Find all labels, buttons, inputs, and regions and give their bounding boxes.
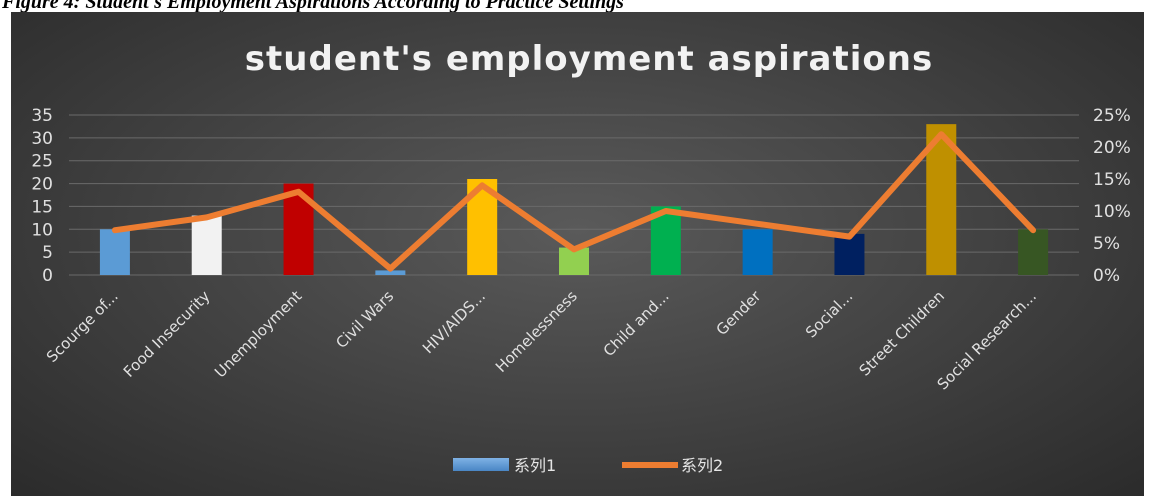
right-axis-tick-label: 5%	[1093, 234, 1120, 254]
left-axis-tick-label: 20	[31, 175, 53, 195]
left-axis-tick-label: 15	[31, 197, 53, 217]
left-axis-tick-label: 30	[31, 129, 53, 149]
bar	[99, 229, 130, 275]
right-axis-tick-label: 0%	[1093, 266, 1120, 286]
series-line	[111, 131, 1037, 272]
combo-chart: student's employment aspirations 0510152…	[31, 39, 1131, 475]
figure-caption: Figure 4: Student's Employment Aspiratio…	[2, 0, 624, 13]
chart-title: student's employment aspirations	[245, 39, 933, 79]
right-axis-tick-label: 20%	[1093, 138, 1131, 158]
left-axis-tick-label: 25	[31, 152, 53, 172]
left-axis-tick-label: 5	[42, 243, 53, 263]
right-axis-tick-label: 15%	[1093, 170, 1131, 190]
bar	[742, 229, 773, 275]
bar	[191, 215, 222, 275]
category-label: Civil Wars	[332, 287, 397, 352]
bar	[1018, 229, 1049, 275]
right-axis-tick-label: 10%	[1093, 202, 1131, 222]
bar	[375, 270, 406, 275]
left-axis-tick-label: 10	[31, 220, 53, 240]
chart-area: student's employment aspirations 0 5 10 15 2…	[11, 12, 1144, 496]
category-label: Gender	[713, 287, 765, 339]
category-label: HIV/AIDS...	[419, 287, 489, 357]
category-label: Homelessness	[492, 287, 581, 376]
legend-label: 系列1	[514, 456, 556, 475]
legend-swatch-bar	[453, 458, 509, 471]
category-label: Street Children	[856, 287, 948, 379]
left-axis-tick-label: 35	[31, 106, 53, 126]
left-axis-tick-label: 0	[42, 266, 53, 286]
category-label: Child and...	[600, 287, 673, 360]
category-label: Social...	[802, 287, 856, 341]
category-label: Unemployment	[211, 287, 305, 381]
bar	[834, 233, 865, 275]
category-label: Food Insecurity	[120, 287, 214, 381]
right-axis-tick-label: 25%	[1093, 106, 1131, 126]
category-label: Social Research...	[934, 287, 1040, 393]
category-label: Scourge of...	[43, 287, 122, 366]
legend-label: 系列2	[681, 456, 723, 475]
